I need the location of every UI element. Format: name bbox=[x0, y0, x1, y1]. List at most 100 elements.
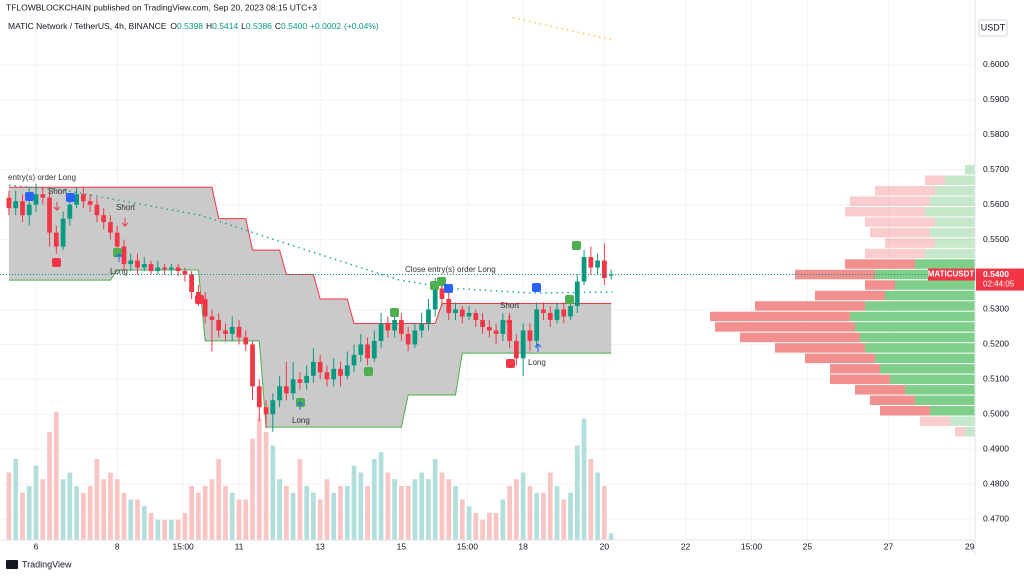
volume-bar bbox=[351, 465, 357, 540]
candle-body bbox=[74, 194, 79, 205]
profile-down bbox=[885, 238, 935, 248]
annotations: entry(s) order Long Short Short Long Lon… bbox=[8, 173, 581, 425]
candle-body bbox=[128, 260, 134, 265]
candle-body bbox=[412, 330, 418, 345]
candle-body bbox=[365, 344, 370, 359]
ohlc-value: 0.5398 bbox=[177, 21, 203, 31]
volume-bar bbox=[581, 418, 587, 540]
candle-body bbox=[256, 386, 262, 408]
price-tag bbox=[976, 268, 1024, 291]
candle-body bbox=[480, 319, 485, 327]
candle-body bbox=[20, 201, 25, 216]
candle-body bbox=[500, 319, 506, 334]
volume-bar bbox=[53, 411, 59, 540]
candle-body bbox=[608, 274, 614, 276]
volume-bar bbox=[101, 479, 107, 540]
profile-down bbox=[870, 395, 915, 406]
volume-bar bbox=[439, 472, 445, 540]
candle-body bbox=[114, 232, 120, 247]
annotation: entry(s) order Long bbox=[8, 173, 76, 182]
currency-box[interactable] bbox=[978, 19, 1008, 37]
candle-body bbox=[317, 361, 323, 373]
profile-down bbox=[850, 196, 930, 206]
volume-bar bbox=[405, 486, 411, 540]
candle-body bbox=[135, 260, 140, 268]
volume-bar bbox=[162, 519, 167, 540]
candle-body bbox=[378, 323, 384, 341]
volume-bar bbox=[114, 479, 120, 540]
profile-up bbox=[930, 227, 975, 238]
volume-bar bbox=[534, 492, 540, 540]
signal-icons bbox=[25, 192, 581, 410]
profile-down bbox=[955, 426, 965, 437]
candle-body bbox=[162, 267, 167, 270]
x-tick-label: 22 bbox=[681, 541, 691, 551]
profile-down bbox=[740, 332, 860, 343]
volume-bar bbox=[216, 459, 222, 540]
ohlc-key: H bbox=[206, 21, 212, 31]
candle-body bbox=[216, 319, 222, 331]
profile-up bbox=[865, 343, 975, 353]
candle-body bbox=[399, 319, 404, 334]
candle-body bbox=[148, 264, 154, 272]
ohlc-value: 0.5400 bbox=[281, 21, 307, 31]
candle-body bbox=[371, 340, 377, 359]
candle-body bbox=[419, 323, 425, 331]
volume-bar bbox=[568, 492, 573, 540]
volume-bar bbox=[480, 519, 485, 540]
profile-up bbox=[965, 165, 975, 175]
volume-bar bbox=[547, 472, 553, 540]
candle-body bbox=[297, 379, 303, 383]
profile-up bbox=[890, 374, 975, 385]
y-tick-label: 0.5300 bbox=[983, 304, 1009, 314]
volume-bar bbox=[304, 486, 310, 540]
profile-down bbox=[865, 280, 895, 290]
footer: TradingView bbox=[22, 559, 72, 569]
volume-bar bbox=[595, 472, 600, 540]
volume-bar bbox=[338, 486, 343, 540]
change: +0.0002 bbox=[310, 21, 341, 31]
logo: TradingView bbox=[6, 559, 72, 569]
profile-down bbox=[715, 322, 855, 332]
profile-down bbox=[710, 311, 850, 322]
profile-up bbox=[945, 175, 975, 185]
y-tick-label: 0.5200 bbox=[983, 339, 1009, 349]
annotation: Long bbox=[292, 416, 310, 425]
volume-bar bbox=[94, 459, 100, 540]
profile-down bbox=[925, 175, 945, 185]
candle-body bbox=[223, 330, 228, 334]
profile-up bbox=[855, 322, 975, 332]
volume-bar bbox=[378, 452, 384, 540]
candle-body bbox=[47, 197, 52, 233]
volume-bar bbox=[67, 472, 73, 540]
profile-up bbox=[925, 206, 975, 217]
y-tick-label: 0.5700 bbox=[983, 164, 1009, 174]
volume-bar bbox=[466, 506, 472, 540]
volume-bar bbox=[270, 445, 276, 540]
profile-up bbox=[915, 259, 975, 269]
candle-body bbox=[304, 375, 310, 383]
candle-body bbox=[283, 386, 289, 394]
band-upper bbox=[8, 186, 612, 324]
volume-bar bbox=[426, 479, 431, 540]
candle-body bbox=[385, 323, 391, 331]
volume-bar bbox=[40, 479, 46, 540]
profile-up bbox=[850, 311, 975, 322]
volume-bar bbox=[121, 492, 127, 540]
candle-body bbox=[344, 365, 350, 376]
candle-body bbox=[446, 298, 452, 313]
candle-body bbox=[108, 222, 113, 233]
y-tick-label: 0.5900 bbox=[983, 94, 1009, 104]
x-tick-label: 15:00 bbox=[173, 541, 195, 551]
volume-bar bbox=[290, 492, 296, 540]
candle-body bbox=[101, 215, 107, 223]
band-lower bbox=[8, 269, 612, 428]
candle-body bbox=[209, 316, 215, 320]
candle-body bbox=[581, 257, 587, 282]
volume-bar bbox=[520, 472, 526, 540]
profile-down bbox=[815, 290, 885, 301]
candle-body bbox=[459, 309, 465, 317]
profile-up bbox=[885, 290, 975, 301]
change-percent: (+0.04%) bbox=[344, 21, 379, 31]
